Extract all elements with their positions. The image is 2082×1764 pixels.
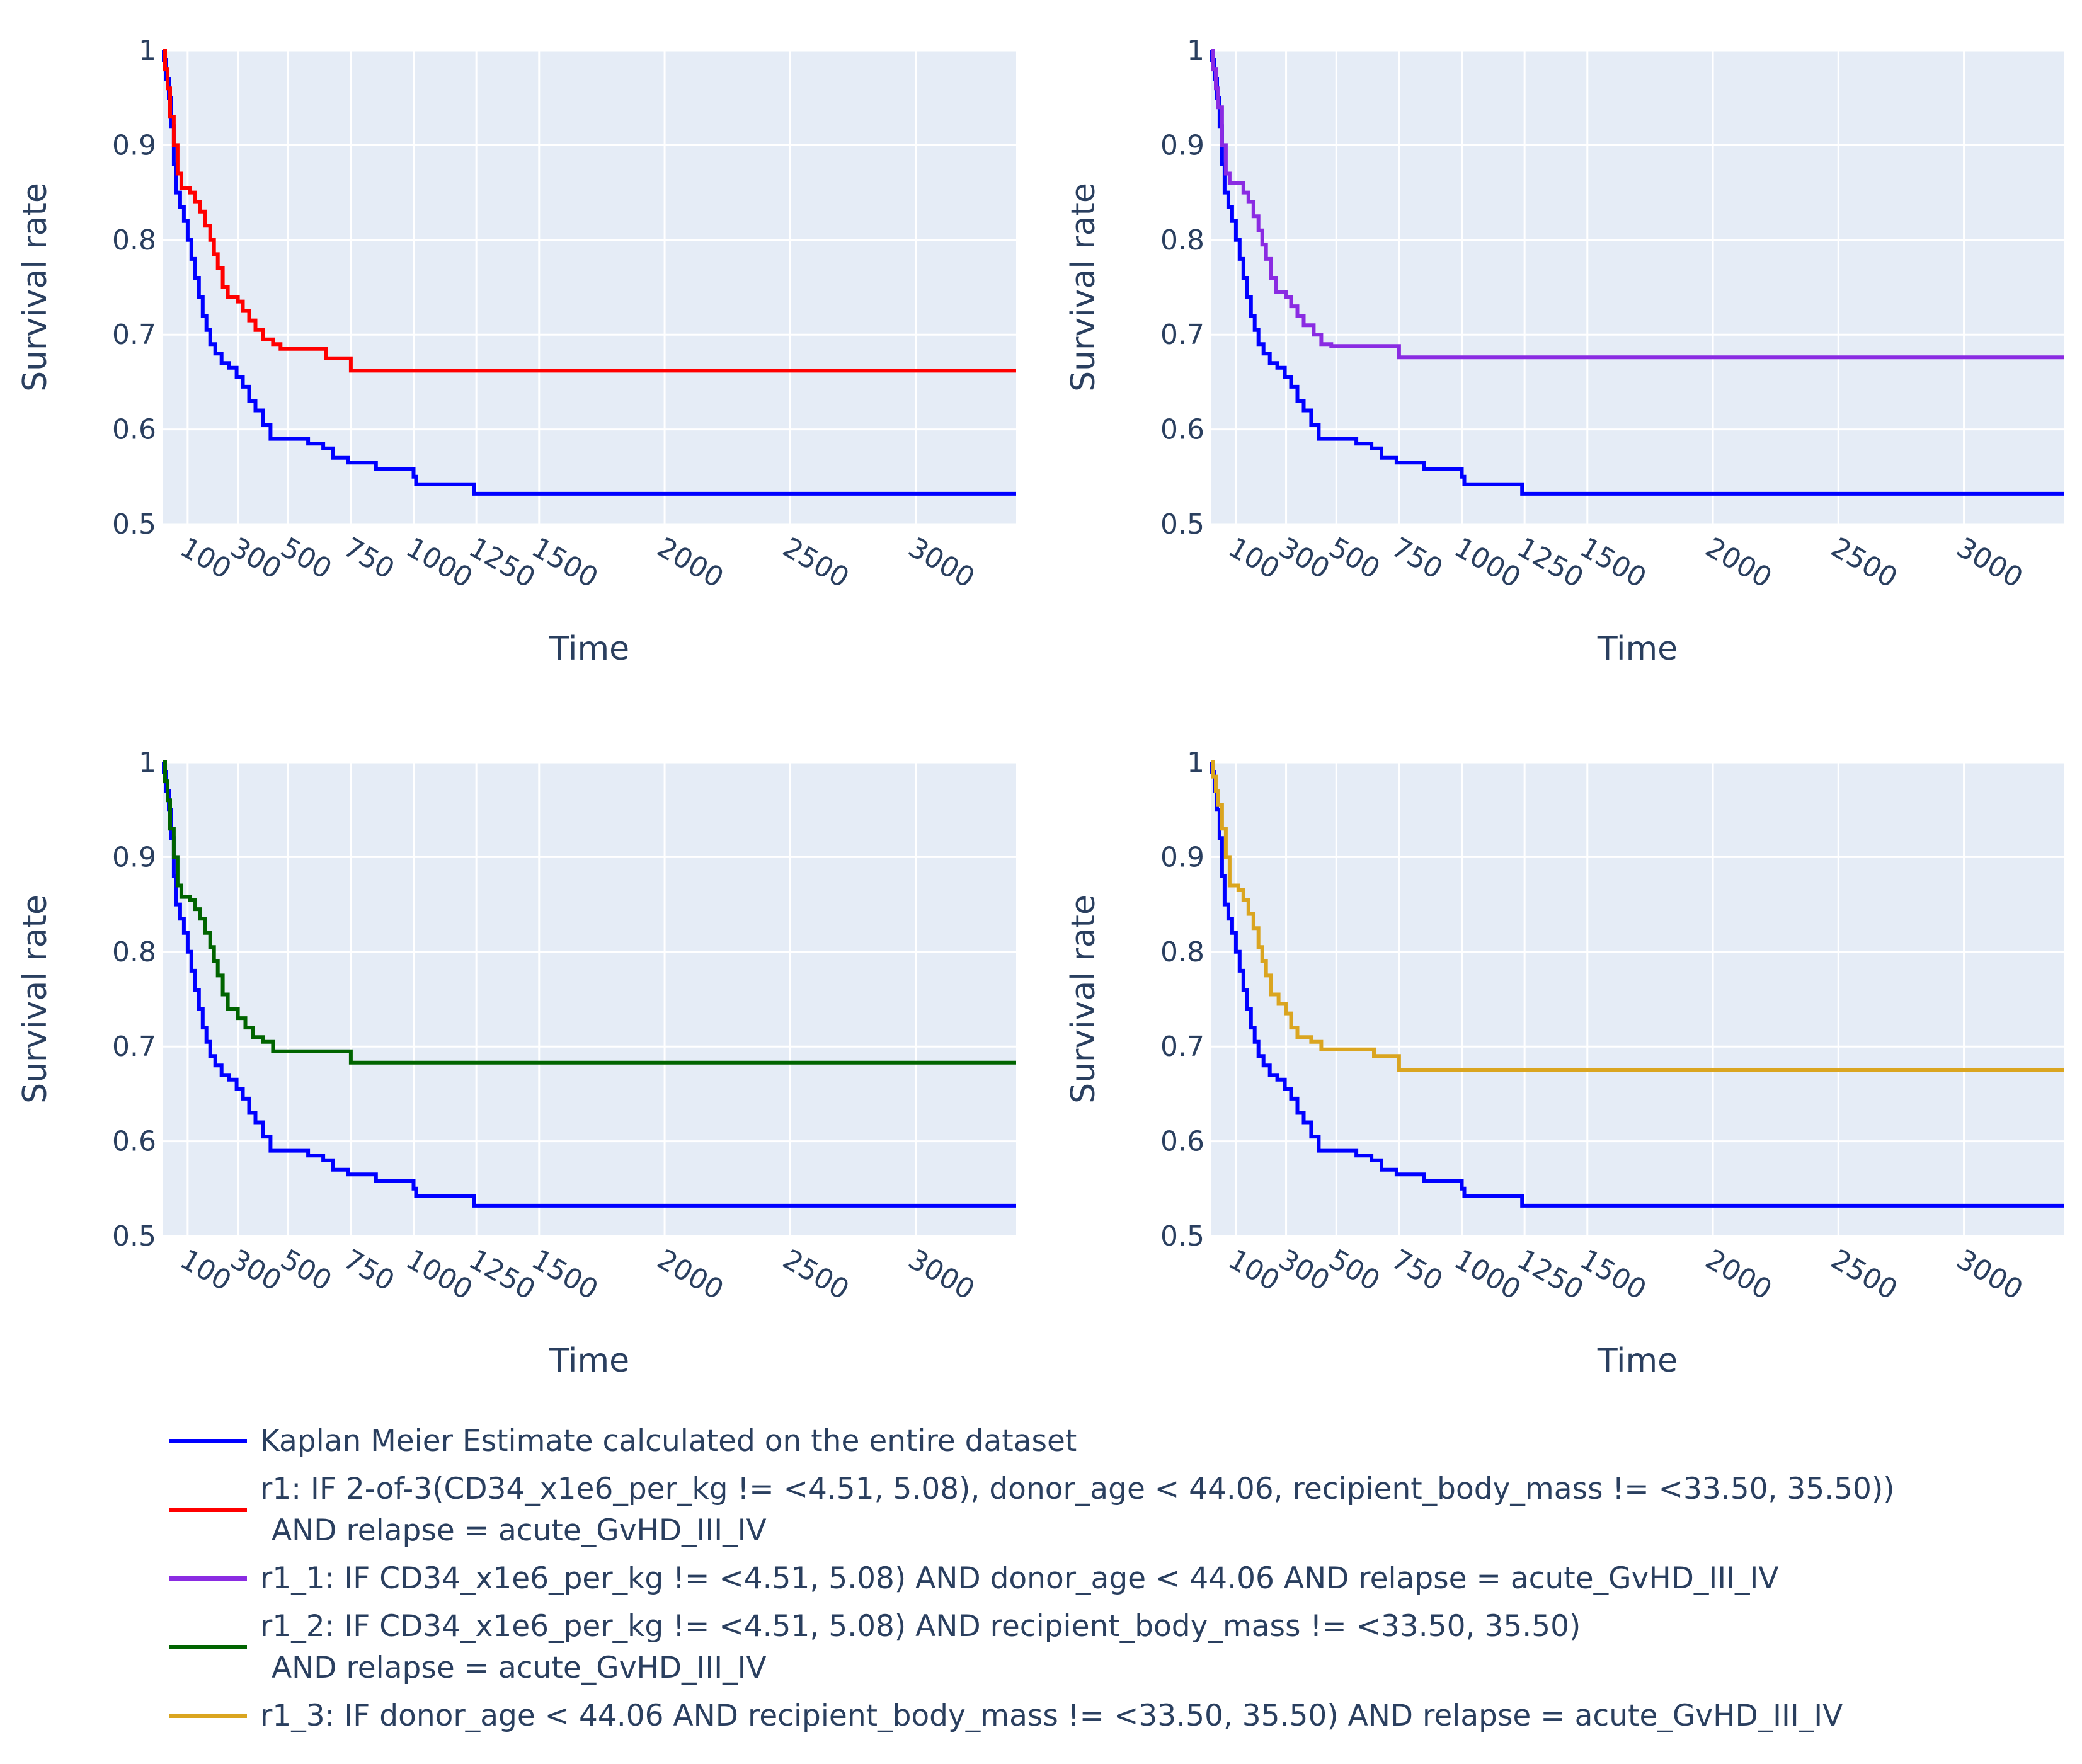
y-tick-label: 0.7 (112, 319, 156, 351)
x-tick-label: 1250 (1512, 1243, 1589, 1306)
x-tick-label: 1250 (1512, 531, 1589, 594)
x-tick-label: 2500 (777, 531, 854, 594)
x-axis-title: Time (1597, 1342, 1678, 1380)
x-tick-label: 2500 (777, 1243, 854, 1306)
legend-item-r1[interactable]: r1: IF 2-of-3(CD34_x1e6_per_kg != <4.51,… (169, 1469, 2059, 1552)
series-line (1210, 760, 2064, 1208)
legend-swatch (169, 1714, 247, 1718)
y-tick-label: 1 (1187, 747, 1204, 779)
x-tick-label: 500 (1324, 1243, 1385, 1297)
y-tick-label: 0.6 (1160, 1126, 1204, 1158)
y-axis-title: Survival rate (1065, 183, 1102, 392)
plot-background (163, 50, 1016, 524)
legend-item-r1-3[interactable]: r1_3: IF donor_age < 44.06 AND recipient… (169, 1695, 2059, 1737)
x-tick-label: 1000 (1449, 1243, 1526, 1306)
x-tick-label: 3000 (1951, 531, 2028, 594)
legend-label: r1_2: IF CD34_x1e6_per_kg != <4.51, 5.08… (260, 1609, 1581, 1644)
y-axis-title: Survival rate (1065, 895, 1102, 1104)
series-line (1211, 49, 2064, 360)
x-tick-label: 500 (1324, 531, 1385, 585)
y-tick-label: 0.9 (1160, 129, 1204, 161)
y-axis-title: Survival rate (16, 895, 54, 1104)
y-tick-label: 0.5 (112, 1220, 156, 1252)
y-tick-label: 0.5 (1160, 1220, 1204, 1252)
series-line (163, 760, 1016, 1065)
legend-label: Kaplan Meier Estimate calculated on the … (260, 1424, 1077, 1458)
x-tick-label: 1500 (526, 531, 603, 594)
y-tick-label: 0.9 (112, 129, 156, 161)
x-tick-label: 500 (275, 1243, 337, 1297)
x-axis-title: Time (549, 1342, 629, 1380)
plot-background (1211, 50, 2064, 524)
x-tick-label: 2000 (1700, 531, 1777, 594)
legend-label-continued: AND relapse = acute_GvHD_III_IV (272, 1651, 767, 1685)
x-tick-label: 2500 (1826, 531, 1902, 594)
y-tick-label: 1 (1187, 35, 1204, 67)
y-tick-label: 0.5 (112, 508, 156, 541)
x-tick-label: 1250 (464, 531, 541, 594)
legend-swatch (169, 1645, 247, 1649)
legend: Kaplan Meier Estimate calculated on the … (169, 1421, 2059, 1737)
y-tick-label: 0.8 (1160, 936, 1204, 968)
x-tick-label: 2000 (1700, 1243, 1777, 1306)
legend-swatch (169, 1576, 247, 1581)
y-tick-label: 0.8 (1160, 224, 1204, 256)
series-line (1211, 760, 2064, 1072)
y-tick-label: 0.6 (112, 414, 156, 446)
x-tick-label: 3000 (1951, 1243, 2028, 1306)
y-tick-label: 0.6 (1160, 414, 1204, 446)
y-tick-label: 0.6 (112, 1126, 156, 1158)
y-axis-title: Survival rate (16, 183, 54, 392)
x-tick-label: 1250 (464, 1243, 541, 1306)
x-tick-label: 750 (1386, 531, 1448, 585)
y-tick-label: 1 (139, 35, 156, 67)
legend-label: r1_1: IF CD34_x1e6_per_kg != <4.51, 5.08… (260, 1561, 1779, 1596)
y-tick-label: 0.9 (1160, 841, 1204, 873)
y-tick-label: 0.8 (112, 936, 156, 968)
x-tick-label: 750 (338, 531, 399, 585)
x-tick-label: 2000 (652, 1243, 729, 1306)
x-tick-label: 750 (1386, 1243, 1448, 1297)
x-tick-label: 2500 (1826, 1243, 1902, 1306)
x-axis-title: Time (1597, 630, 1678, 668)
plot-background (163, 762, 1016, 1236)
x-tick-label: 1500 (526, 1243, 603, 1306)
plot-background (1211, 762, 2064, 1236)
series-line (163, 49, 1016, 373)
y-tick-label: 0.7 (112, 1031, 156, 1063)
legend-swatch (169, 1439, 247, 1443)
legend-item-r1-2[interactable]: r1_2: IF CD34_x1e6_per_kg != <4.51, 5.08… (169, 1606, 2059, 1689)
y-tick-label: 0.7 (1160, 319, 1204, 351)
legend-label: r1: IF 2-of-3(CD34_x1e6_per_kg != <4.51,… (260, 1472, 1895, 1506)
y-tick-label: 0.7 (1160, 1031, 1204, 1063)
legend-label-continued: AND relapse = acute_GvHD_III_IV (272, 1513, 767, 1548)
x-tick-label: 2000 (652, 531, 729, 594)
legend-item-r1-1[interactable]: r1_1: IF CD34_x1e6_per_kg != <4.51, 5.08… (169, 1558, 2059, 1600)
y-tick-label: 0.5 (1160, 508, 1204, 541)
x-tick-label: 1500 (1574, 1243, 1651, 1306)
legend-swatch (169, 1508, 247, 1512)
y-tick-label: 0.9 (112, 841, 156, 873)
x-tick-label: 3000 (903, 1243, 980, 1306)
y-tick-label: 0.8 (112, 224, 156, 256)
x-tick-label: 1000 (1449, 531, 1526, 594)
x-tick-label: 500 (275, 531, 337, 585)
x-tick-label: 750 (338, 1243, 399, 1297)
x-tick-label: 1000 (401, 1243, 478, 1306)
x-tick-label: 1000 (401, 531, 478, 594)
legend-item-km[interactable]: Kaplan Meier Estimate calculated on the … (169, 1421, 2059, 1462)
x-tick-label: 1500 (1574, 531, 1651, 594)
x-axis-title: Time (549, 630, 629, 668)
x-tick-label: 3000 (903, 531, 980, 594)
y-tick-label: 1 (139, 747, 156, 779)
legend-label: r1_3: IF donor_age < 44.06 AND recipient… (260, 1698, 1843, 1733)
